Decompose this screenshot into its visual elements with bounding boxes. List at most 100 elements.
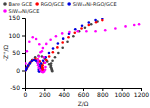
- x-tick: 400: [58, 88, 70, 98]
- point: [84, 27, 87, 30]
- series: [25, 20, 99, 72]
- point: [94, 19, 97, 22]
- point: [56, 46, 59, 49]
- point: [49, 38, 52, 41]
- point: [44, 66, 47, 69]
- point: [27, 64, 30, 67]
- point: [28, 41, 31, 44]
- plot: 0 200 400 600 800 1000 1200 -50 0 50 100 150: [9, 14, 150, 98]
- point: [62, 37, 65, 40]
- point: [45, 59, 48, 62]
- point: [35, 38, 38, 41]
- y-tick-label: 50: [12, 49, 20, 56]
- point: [37, 55, 40, 58]
- series: [25, 18, 104, 73]
- x-tick-label: 200: [39, 91, 51, 98]
- point: [104, 29, 107, 32]
- x-tick: 1200: [134, 88, 149, 98]
- y-tick-label: 150: [9, 14, 21, 21]
- point: [29, 62, 32, 65]
- point: [54, 56, 57, 59]
- chart-svg: Bare GCERGO/GCE SiW₁₂Ni-RGO/GCE SiW₁₂Ni/GC…: [0, 0, 150, 108]
- y-axis-title: -Z''/Ω: [2, 44, 9, 61]
- point: [61, 46, 64, 49]
- point: [66, 41, 69, 44]
- y-tick: 150: [9, 14, 25, 21]
- point: [31, 36, 34, 39]
- legend-swatch: [67, 2, 71, 6]
- x-tick: 800: [97, 88, 109, 98]
- point: [39, 51, 42, 54]
- point: [25, 62, 27, 65]
- legend-swatch: [3, 9, 7, 13]
- x-tick-label: 0: [24, 91, 28, 98]
- point: [138, 23, 141, 26]
- y-tick: 0: [16, 67, 25, 74]
- point: [74, 28, 77, 31]
- point: [57, 52, 60, 55]
- point: [124, 25, 127, 28]
- marks: [25, 18, 140, 74]
- point: [44, 62, 47, 65]
- point: [38, 66, 41, 69]
- point: [114, 27, 117, 30]
- point: [76, 30, 79, 33]
- legend-item: RGO/GCE: [35, 1, 64, 7]
- x-axis-title: Z/Ω: [78, 100, 89, 107]
- x-tick-label: 1200: [134, 91, 149, 98]
- legend-label: SiW₁₂Ni/GCE: [9, 8, 40, 14]
- y-tick-mark: [22, 18, 25, 19]
- point: [94, 30, 97, 33]
- point: [57, 42, 60, 45]
- legend-item: SiW₁₂Ni-RGO/GCE: [67, 1, 116, 7]
- x-axis: 0 200 400 600 800 1000 1200: [24, 88, 150, 98]
- legend: Bare GCERGO/GCE SiW₁₂Ni-RGO/GCE SiW₁₂Ni/GC…: [3, 1, 116, 14]
- point: [42, 47, 45, 50]
- y-axis: -50 0 50 100 150: [9, 14, 26, 91]
- point: [25, 67, 28, 70]
- legend-item: SiW₁₂Ni/GCE: [3, 8, 39, 14]
- x-tick: 200: [39, 88, 51, 98]
- point: [61, 41, 64, 44]
- legend-swatch: [35, 2, 39, 6]
- point: [43, 56, 46, 59]
- point: [52, 51, 55, 54]
- y-tick-mark: [22, 36, 25, 37]
- y-tick-label: -50: [10, 84, 20, 91]
- point: [51, 59, 54, 62]
- point: [45, 43, 48, 46]
- series: [25, 19, 104, 73]
- point: [81, 24, 84, 27]
- point: [61, 32, 64, 35]
- chart-container: Bare GCERGO/GCE SiW₁₂Ni-RGO/GCE SiW₁₂Ni/GC…: [0, 0, 150, 108]
- legend-label: SiW₁₂Ni-RGO/GCE: [73, 1, 117, 7]
- y-tick-mark: [22, 88, 25, 89]
- y-tick-label: 100: [9, 32, 21, 39]
- point: [38, 43, 41, 46]
- point: [101, 18, 104, 19]
- point: [88, 21, 91, 24]
- point: [50, 62, 53, 65]
- y-tick-label: 0: [16, 67, 20, 74]
- y-tick: 100: [9, 32, 25, 39]
- legend-label: Bare GCE: [9, 1, 33, 7]
- x-tick: 1000: [115, 88, 130, 98]
- x-tick-label: 600: [78, 91, 90, 98]
- point: [48, 55, 51, 58]
- x-tick: 0: [24, 88, 28, 98]
- y-tick: 50: [12, 49, 25, 56]
- point: [85, 30, 88, 33]
- y-tick-mark: [22, 53, 25, 54]
- y-axis-line: [22, 19, 26, 89]
- point: [37, 58, 40, 61]
- point: [36, 62, 39, 65]
- point: [30, 60, 33, 63]
- series: [25, 23, 140, 74]
- point: [26, 50, 29, 53]
- y-tick-mark: [22, 71, 25, 72]
- point: [67, 36, 70, 39]
- point: [48, 52, 51, 55]
- point: [37, 59, 40, 62]
- point: [41, 70, 44, 73]
- legend-swatch: [3, 2, 7, 6]
